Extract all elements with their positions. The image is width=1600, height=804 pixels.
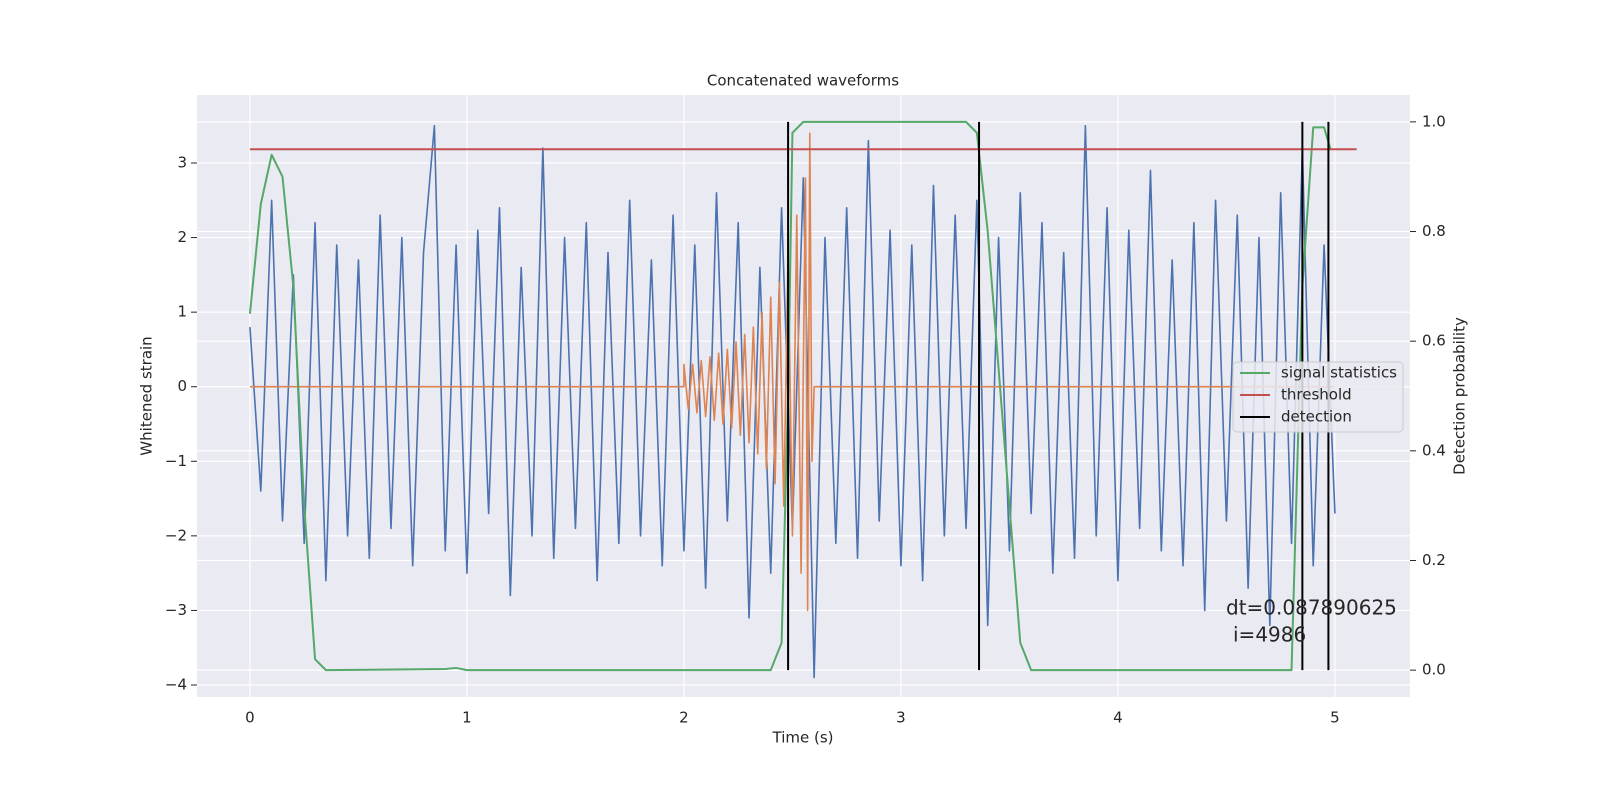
y2-tick-label: 0.4 — [1422, 441, 1446, 459]
legend-label: detection — [1281, 408, 1352, 426]
annotation: dt=0.087890625 — [1226, 596, 1397, 620]
y2-tick-label: 0.8 — [1422, 222, 1446, 240]
x-tick-label: 1 — [462, 709, 472, 727]
y-tick-label: 0 — [177, 377, 187, 395]
y-tick-label: −1 — [165, 452, 187, 470]
x-axis-label: Time (s) — [772, 729, 834, 747]
legend-label: signal statistics — [1281, 364, 1397, 382]
y-tick-label: −3 — [165, 601, 187, 619]
y2-tick-label: 0.6 — [1422, 332, 1446, 350]
x-tick-label: 5 — [1330, 709, 1340, 727]
annotation: i=4986 — [1233, 623, 1306, 647]
y-tick-label: 1 — [177, 303, 187, 321]
x-tick-label: 4 — [1113, 709, 1123, 727]
y-axis-label: Whitened strain — [138, 336, 156, 455]
x-tick-label: 2 — [679, 709, 689, 727]
y-tick-label: −2 — [165, 526, 187, 544]
y-tick-label: −4 — [165, 675, 187, 693]
legend-label: threshold — [1281, 386, 1352, 404]
x-tick-label: 0 — [245, 709, 255, 727]
y2-axis-label: Detection probability — [1451, 317, 1469, 475]
legend-box — [1232, 361, 1404, 433]
x-tick-label: 3 — [896, 709, 906, 727]
y2-tick-label: 1.0 — [1422, 112, 1446, 130]
series-line — [249, 132, 1335, 612]
chart-title: Concatenated waveforms — [707, 72, 899, 90]
y-tick-label: 3 — [177, 154, 187, 172]
labels: 0 1 2 3 4 5 −4 −3 −2 −1 0 1 2 3 0.0 0.2 0.4 0.6 0.8 1.0 sign… — [165, 112, 1446, 726]
y-tick-label: 2 — [177, 228, 187, 246]
y2-tick-label: 0.0 — [1422, 661, 1446, 679]
y2-tick-label: 0.2 — [1422, 551, 1446, 569]
